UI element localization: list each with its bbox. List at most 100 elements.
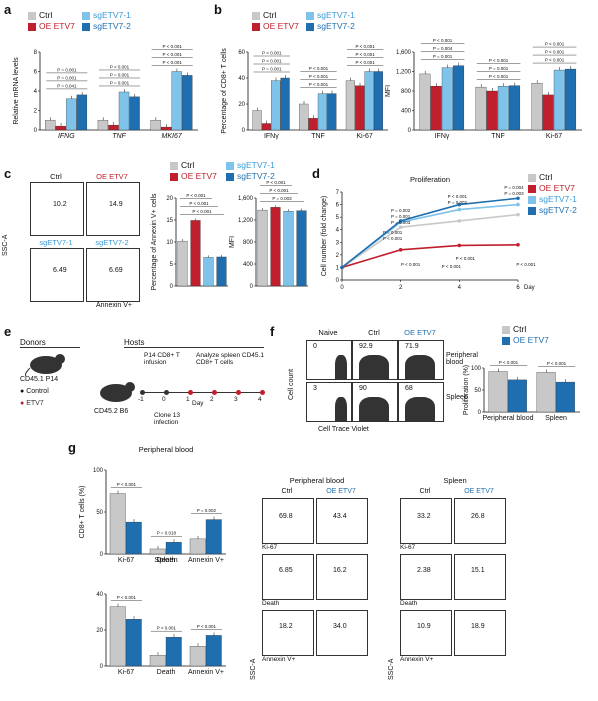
flow-f-row: Peripheral blood: [446, 352, 478, 366]
flow-f-col: Ctrl: [368, 328, 380, 337]
flow-g-plot: 69.8: [262, 498, 314, 544]
hosts-label: Hosts: [124, 338, 264, 348]
chart-b1-xtick-label: IFNγ: [264, 133, 279, 140]
panel-label-a: a: [4, 2, 12, 17]
flow-f-value: 3: [313, 385, 317, 392]
flow-f-col: Naive: [318, 328, 338, 337]
flow-g-value: 43.4: [333, 513, 347, 520]
mouse-icon: [25, 354, 65, 376]
chart-b2-ytick-label: 1,600: [396, 50, 412, 56]
chart-a-pvalue: P < 0.001: [163, 44, 183, 49]
chart-a-bar: [55, 125, 66, 131]
legend-oe: OE ETV7: [513, 335, 549, 345]
timeline-tick: [164, 390, 169, 395]
legend-c: Ctrl OE ETV7: [170, 160, 217, 182]
flow-g-row: Ki-67: [400, 544, 416, 551]
chart-g2-bar: [165, 637, 182, 667]
chart-b2-bar: [453, 65, 465, 131]
flow-g-col: Ctrl: [281, 488, 293, 495]
chart-c1-ytick-label: 0: [170, 284, 174, 290]
legend-oe: OE ETV7: [181, 171, 217, 181]
flow-g-title-sp: Spleen: [443, 476, 467, 485]
chart-g2-title: Spleen: [154, 555, 177, 564]
chart-d-line: [341, 197, 519, 269]
chart-b1-pvalue: P < 0.001: [309, 82, 329, 87]
flow-f-hist: 0: [306, 340, 352, 380]
chart-b1-bar: [271, 80, 281, 131]
legend-oe: OE ETV7: [39, 21, 75, 31]
chart-a-ytick-label: 6: [34, 70, 38, 76]
chart-b2-pvalue: P = 0.004: [433, 46, 453, 51]
chart-c2-ytick-label: 800: [243, 240, 254, 246]
host-mouse-icon: [100, 382, 135, 402]
chart-a-bar: [66, 98, 77, 131]
chart-b1-bar: [345, 80, 355, 131]
chart-g1-ytick-label: 0: [100, 552, 104, 558]
chart-a-ytick-label: 4: [34, 89, 38, 95]
flow-c-value: 6.49: [53, 267, 67, 274]
chart-g2-bar: [125, 619, 142, 667]
chart-d-ytick-label: 1: [336, 265, 340, 271]
chart-c1-bar: [177, 240, 188, 287]
chart-a-bar: [182, 75, 193, 131]
chart-b1-bar: [299, 103, 309, 131]
chart-g1-bar: [205, 519, 222, 555]
legend-sg1: sgETV7-1: [237, 160, 275, 170]
timeline-day: 1: [186, 396, 190, 403]
legend-oe: OE ETV7: [263, 21, 299, 31]
chart-c2-bar: [270, 207, 281, 287]
chart-a-bar: [118, 91, 130, 131]
panel-label-b: b: [214, 2, 222, 17]
flow-f-hist: 92.9: [352, 340, 398, 380]
chart-d-point: [516, 243, 520, 247]
chart-g1-bar: [165, 542, 182, 555]
flow-g-plot: 26.8: [454, 498, 506, 544]
legend-sg2: sgETV7-2: [317, 21, 355, 31]
chart-a-bar: [108, 124, 119, 131]
chart-b1-pvalue: P < 0.001: [355, 52, 375, 57]
chart-c1-bar: [190, 220, 201, 287]
chart-a-bar: [160, 126, 172, 131]
legend-a: Ctrl OE ETV7: [28, 10, 75, 32]
chart-a-pvalue: P = 0.041: [57, 83, 77, 88]
chart-b2-pvalue: P < 0.001: [489, 74, 509, 79]
chart-b1-bar: [261, 123, 271, 131]
chart-c2-bar: [296, 210, 307, 287]
chart-b2-pvalue: P < 0.001: [545, 42, 565, 47]
chart-g1-pvalue: P < 0.001: [117, 482, 137, 487]
chart-b1-xtick-label: TNF: [311, 133, 325, 140]
chart-b1-ytick-label: 60: [238, 50, 245, 56]
chart-g2-xtick-label: Death: [157, 669, 176, 676]
chart-g2-bar: [109, 606, 126, 667]
legend-c2: sgETV7-1 sgETV7-2: [226, 160, 275, 182]
panel-label-e: e: [4, 324, 12, 339]
chart-b1-bar: [252, 110, 262, 131]
panel-label-f: f: [270, 324, 275, 339]
flow-g-plot: 6.85: [262, 554, 314, 600]
flow-g-row: Annexin V+: [262, 656, 296, 663]
chart-b1-bar: [327, 93, 337, 131]
flow-g-plot: 18.2: [262, 610, 314, 656]
timeline-day: 3: [234, 396, 238, 403]
chart-c2-ytick-label: 1,200: [238, 218, 254, 224]
chart-d-pvalue: P = 0.003: [391, 220, 411, 225]
flow-f-hist: 90: [352, 382, 398, 422]
chart-b1-ytick-label: 40: [238, 76, 245, 82]
timeline-day: 0: [162, 396, 166, 403]
chart-c1-ytick-label: 10: [166, 240, 173, 246]
chart-d-pvalue: P = 0.004: [504, 185, 524, 190]
legend-ctrl: Ctrl: [513, 324, 527, 334]
chart-g2-bar: [205, 635, 222, 667]
chart-d-line: [341, 213, 519, 269]
chart-f-bar: [555, 381, 575, 413]
chart-a-ytick-label: 8: [34, 50, 38, 56]
panel-label-c: c: [4, 166, 12, 181]
panel-label-g: g: [68, 440, 76, 455]
chart-d-point: [516, 202, 520, 207]
chart-a-pvalue: P < 0.001: [110, 64, 130, 69]
flow-g-row: Annexin V+: [400, 656, 434, 663]
chart-a-xtick-label: MKI67: [162, 133, 183, 140]
chart-g1-title: Peripheral blood: [139, 445, 194, 454]
timeline-axis: [142, 392, 262, 393]
